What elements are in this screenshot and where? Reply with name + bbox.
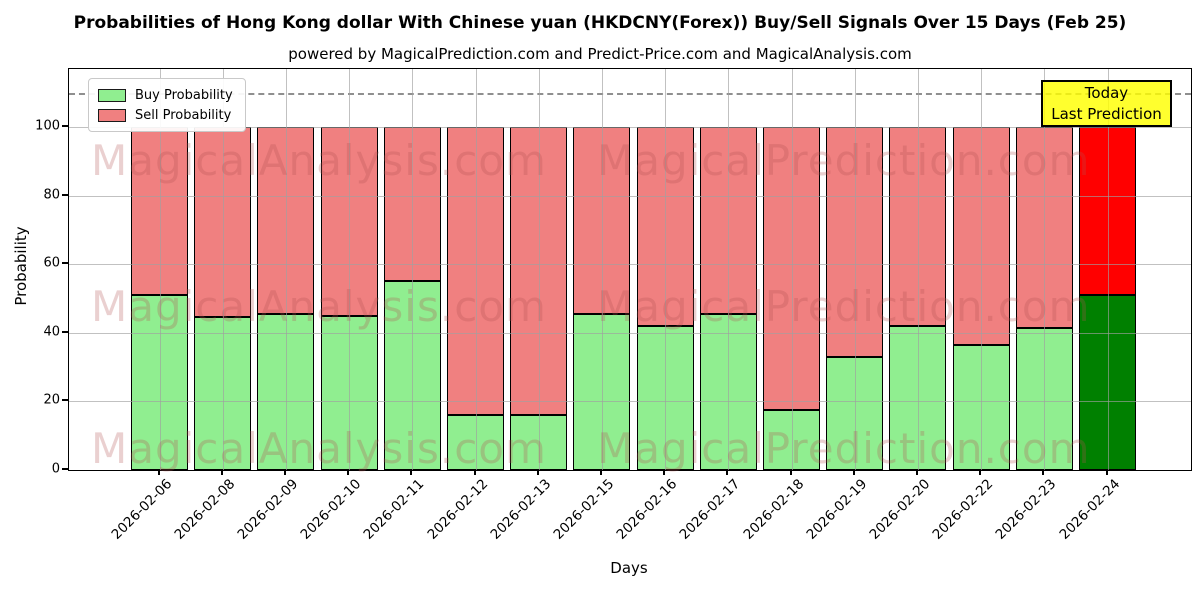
x-tick-label: 2026-02-09 — [234, 476, 302, 543]
watermark-text: MagicalPrediction.com — [597, 424, 1091, 473]
v-gridline — [791, 69, 793, 470]
v-gridline — [412, 69, 414, 470]
x-tick-label: 2026-02-16 — [613, 476, 681, 543]
x-tick-mark — [915, 470, 918, 475]
watermark-text: MagicalAnalysis.com — [91, 282, 547, 331]
legend-row: Buy Probability — [98, 85, 233, 105]
x-tick-label: 2026-02-08 — [171, 476, 239, 543]
x-tick-mark — [410, 470, 413, 475]
x-tick-label: 2026-02-18 — [740, 476, 807, 543]
v-gridline — [1107, 69, 1109, 470]
x-tick-mark — [1105, 470, 1108, 475]
h-gridline — [69, 332, 1191, 334]
x-tick-mark — [536, 470, 539, 475]
v-gridline — [665, 69, 667, 470]
h-gridline — [69, 401, 1191, 403]
legend-row: Sell Probability — [98, 105, 233, 125]
v-gridline — [285, 69, 287, 470]
v-gridline — [349, 69, 351, 470]
y-tick-label: 60 — [43, 255, 60, 271]
h-gridline — [69, 195, 1191, 197]
x-tick-label: 2026-02-23 — [992, 476, 1060, 543]
x-tick-mark — [979, 470, 982, 475]
x-tick-mark — [157, 470, 160, 475]
x-tick-mark — [1042, 470, 1045, 475]
today-annotation-line2: Last Prediction — [1051, 104, 1162, 123]
x-tick-label: 2026-02-11 — [360, 476, 428, 543]
chart-subtitle: powered by MagicalPrediction.com and Pre… — [288, 45, 912, 63]
x-tick-label: 2026-02-22 — [929, 476, 997, 543]
legend-swatch — [98, 108, 126, 122]
v-gridline — [601, 69, 603, 470]
x-tick-mark — [726, 470, 729, 475]
watermark-text: MagicalAnalysis.com — [91, 424, 547, 473]
v-gridline — [1044, 69, 1046, 470]
v-gridline — [538, 69, 540, 470]
y-tick-mark — [62, 399, 68, 402]
v-gridline — [728, 69, 730, 470]
x-tick-mark — [473, 470, 476, 475]
x-tick-label: 2026-02-15 — [550, 476, 618, 543]
v-gridline — [917, 69, 919, 470]
watermark-text: MagicalPrediction.com — [597, 136, 1091, 185]
x-tick-label: 2026-02-20 — [866, 476, 934, 543]
y-tick-label: 40 — [43, 324, 60, 340]
v-gridline — [475, 69, 477, 470]
legend-swatch — [98, 88, 126, 102]
y-tick-label: 80 — [43, 187, 60, 203]
y-tick-mark — [62, 125, 68, 128]
legend-item-label: Sell Probability — [135, 107, 232, 123]
x-tick-mark — [599, 470, 602, 475]
x-tick-mark — [789, 470, 792, 475]
v-gridline — [159, 69, 161, 470]
today-annotation-line1: Today — [1084, 84, 1129, 103]
x-tick-label: 2026-02-17 — [676, 476, 744, 543]
y-tick-label: 20 — [43, 392, 60, 408]
chart-title: Probabilities of Hong Kong dollar With C… — [73, 13, 1127, 33]
dashed-threshold-line — [69, 92, 1191, 95]
x-tick-mark — [283, 470, 286, 475]
v-gridline — [981, 69, 983, 470]
x-tick-mark — [347, 470, 350, 475]
y-tick-mark — [62, 193, 68, 196]
x-tick-label: 2026-02-06 — [108, 476, 175, 543]
v-gridline — [854, 69, 856, 470]
x-tick-mark — [663, 470, 666, 475]
watermark-text: MagicalAnalysis.com — [91, 136, 547, 185]
x-tick-label: 2026-02-13 — [487, 476, 555, 543]
x-tick-label: 2026-02-12 — [424, 476, 491, 543]
y-tick-mark — [62, 262, 68, 265]
x-tick-label: 2026-02-10 — [297, 476, 365, 543]
x-tick-mark — [852, 470, 855, 475]
x-tick-mark — [220, 470, 223, 475]
watermark-text: MagicalPrediction.com — [597, 282, 1091, 331]
x-tick-label: 2026-02-24 — [1056, 476, 1123, 543]
h-gridline — [69, 264, 1191, 266]
x-axis-label: Days — [610, 559, 648, 577]
y-tick-mark — [62, 468, 68, 470]
legend: Buy Probability Sell Probability — [88, 78, 246, 132]
y-tick-label: 100 — [35, 118, 60, 134]
v-gridline — [222, 69, 224, 470]
h-gridline — [69, 127, 1191, 129]
today-annotation: Today Last Prediction — [1041, 80, 1172, 127]
y-tick-mark — [62, 330, 68, 333]
plot-area: Buy Probability Sell Probability Today La… — [68, 68, 1192, 473]
y-tick-label: 0 — [51, 461, 60, 477]
x-tick-label: 2026-02-19 — [803, 476, 871, 543]
legend-item-label: Buy Probability — [135, 87, 233, 103]
